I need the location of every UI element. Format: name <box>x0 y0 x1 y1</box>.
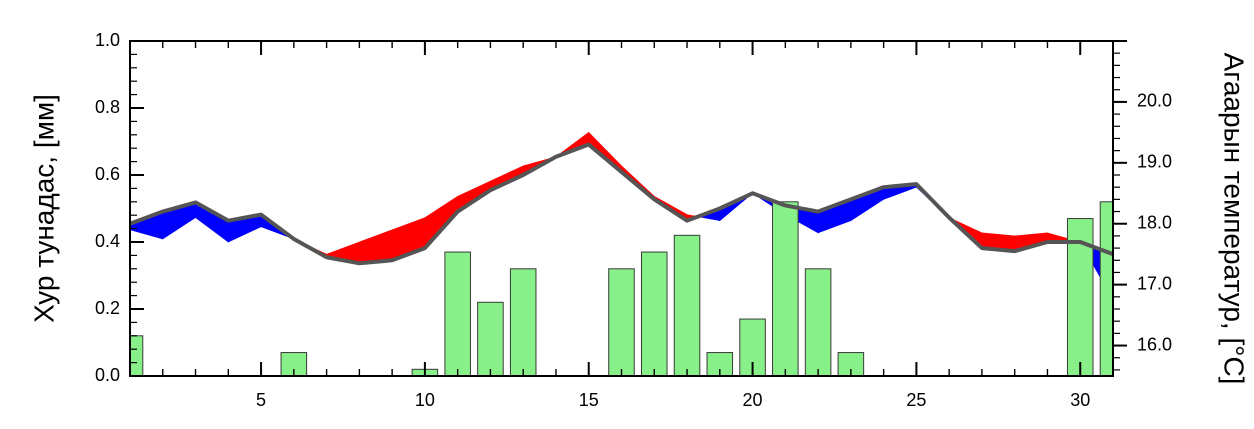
y-left-tick-label: 0.4 <box>95 231 120 251</box>
precipitation-bar <box>477 301 504 377</box>
x-tick-label: 25 <box>906 390 926 410</box>
warm-anomaly-area <box>359 229 393 264</box>
temperature-line <box>129 142 1114 266</box>
x-tick-label: 20 <box>743 390 763 410</box>
y-left-tick-label: 0.0 <box>95 365 120 385</box>
temperature-reference-line <box>129 142 1114 266</box>
precipitation-bar <box>804 268 832 377</box>
y-axis-right-label: Агаарын температур, [°C] <box>1219 53 1250 385</box>
x-tick-label: 10 <box>415 390 435 410</box>
y-right-tick-label: 19.0 <box>1137 152 1172 172</box>
x-tick-label: 15 <box>579 390 599 410</box>
x-tick-label: 30 <box>1070 390 1090 410</box>
precipitation-bar <box>129 335 144 377</box>
precipitation-bar <box>444 251 471 377</box>
y-left-tick-label: 0.8 <box>95 97 120 117</box>
y-right-tick-label: 16.0 <box>1137 334 1172 354</box>
precipitation-bar <box>640 251 668 377</box>
y-right-tick-label: 18.0 <box>1137 212 1172 232</box>
cold-anomaly-area <box>195 201 229 243</box>
x-tick-label: 5 <box>256 390 266 410</box>
precipitation-bar <box>509 268 537 377</box>
y-left-tick-label: 0.2 <box>95 298 120 318</box>
y-right-tick-label: 17.0 <box>1137 273 1172 293</box>
precipitation-bar <box>1099 201 1114 377</box>
precipitation-bar <box>673 234 701 377</box>
precipitation-bar <box>608 268 635 377</box>
tick-labels: 5 10 15 20 25 30 0.0 0.2 0.4 0.6 0.8 1.0 16.0 17.0 18.… <box>95 30 1172 410</box>
y-left-tick-label: 0.6 <box>95 164 120 184</box>
y-axis-left-label: Хур тунадас, [мм] <box>28 94 59 323</box>
precipitation-bar <box>772 201 799 377</box>
axis-ticks <box>129 40 1127 377</box>
y-left-tick-label: 1.0 <box>95 30 120 50</box>
y-right-tick-label: 20.0 <box>1137 91 1172 111</box>
